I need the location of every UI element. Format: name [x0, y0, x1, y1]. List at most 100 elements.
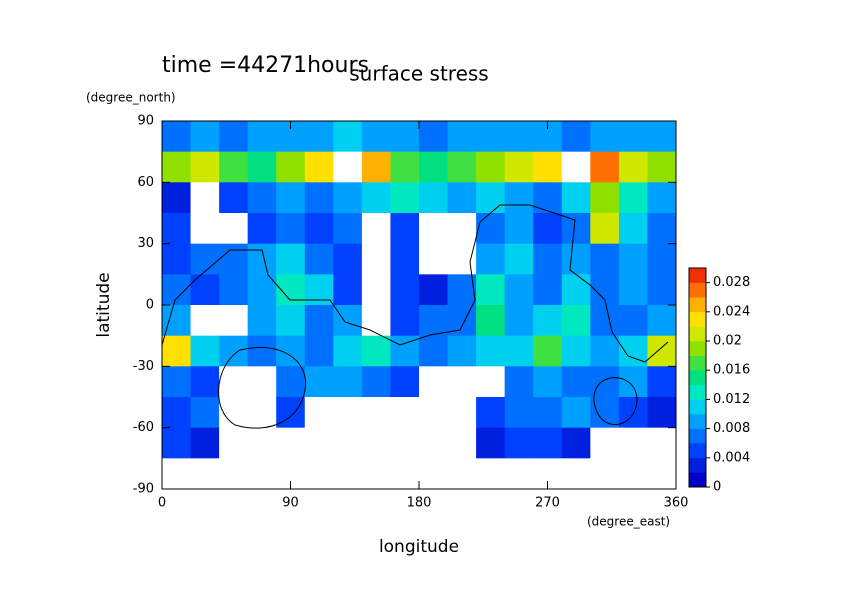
- field-cell: [476, 305, 506, 337]
- x-axis-title: longitude: [379, 537, 459, 557]
- field-cell: [419, 366, 449, 398]
- field-cell: [618, 182, 648, 214]
- field-cell: [219, 366, 249, 398]
- field-cell: [162, 213, 192, 245]
- field-cell: [647, 182, 677, 214]
- colorbar-tick-label: 0.012: [713, 392, 750, 407]
- field-cell: [561, 458, 591, 490]
- field-cell: [590, 305, 620, 337]
- field-cell: [590, 151, 620, 183]
- field-cell: [190, 243, 220, 275]
- field-cell: [447, 274, 477, 306]
- field-cell: [533, 366, 563, 398]
- field-cell: [590, 335, 620, 367]
- colorbar-tick-label: 0.004: [713, 450, 750, 465]
- field-cell: [361, 213, 391, 245]
- field-cell: [447, 213, 477, 245]
- field-cell: [247, 151, 277, 183]
- field-cell: [162, 397, 192, 429]
- colorbar-band: [689, 282, 706, 298]
- field-cell: [590, 121, 620, 153]
- field-cell: [219, 427, 249, 459]
- field-cell: [333, 213, 363, 245]
- field-cell: [419, 427, 449, 459]
- field-cell: [276, 151, 306, 183]
- field-cell: [390, 366, 420, 398]
- field-cell: [476, 335, 506, 367]
- field-cell: [504, 427, 534, 459]
- field-cell: [390, 182, 420, 214]
- field-cell: [390, 305, 420, 337]
- field-cell: [304, 243, 334, 275]
- field-cell: [447, 427, 477, 459]
- field-cell: [333, 335, 363, 367]
- field-cell: [190, 458, 220, 490]
- field-cell: [333, 243, 363, 275]
- field-cell: [476, 182, 506, 214]
- field-cell: [476, 213, 506, 245]
- field-cell: [333, 182, 363, 214]
- field-cell: [361, 397, 391, 429]
- field-cell: [533, 213, 563, 245]
- field-cell: [390, 213, 420, 245]
- colorbar-band: [689, 326, 706, 342]
- field-cell: [447, 458, 477, 490]
- field-cell: [361, 151, 391, 183]
- colorbar-band: [689, 341, 706, 356]
- field-cell: [390, 151, 420, 183]
- field-cell: [190, 366, 220, 398]
- field-cell: [590, 182, 620, 214]
- x-unit: (degree_east): [587, 515, 670, 529]
- field-cell: [476, 397, 506, 429]
- field-cell: [247, 335, 277, 367]
- field-cell: [190, 182, 220, 214]
- field-cell: [361, 335, 391, 367]
- annotation: time =44271hours: [162, 53, 369, 78]
- field-cell: [361, 305, 391, 337]
- y-tick-label: 30: [137, 236, 154, 251]
- field-cell: [247, 213, 277, 245]
- field-cell: [247, 397, 277, 429]
- field-cell: [504, 243, 534, 275]
- field-cell: [333, 366, 363, 398]
- field-cell: [190, 335, 220, 367]
- field-cell: [447, 121, 477, 153]
- field-cell: [276, 427, 306, 459]
- field-cell: [247, 366, 277, 398]
- field-cell: [647, 274, 677, 306]
- field-cell: [504, 151, 534, 183]
- colorbar-band: [689, 297, 706, 313]
- field-cell: [162, 121, 192, 153]
- x-tick-label: 270: [535, 496, 560, 511]
- field-cell: [333, 458, 363, 490]
- field-cell: [504, 335, 534, 367]
- field-cell: [219, 305, 249, 337]
- field-cell: [276, 366, 306, 398]
- field-cell: [504, 274, 534, 306]
- field-cell: [504, 121, 534, 153]
- colorbar-frame: [688, 267, 707, 488]
- field-cell: [276, 182, 306, 214]
- field-cell: [190, 397, 220, 429]
- field-cell: [590, 243, 620, 275]
- field-cell: [304, 213, 334, 245]
- field-cell: [618, 213, 648, 245]
- field-cell: [647, 397, 677, 429]
- field-cell: [447, 366, 477, 398]
- field-cell: [333, 305, 363, 337]
- field-cell: [647, 121, 677, 153]
- chart-title: surface stress: [349, 62, 488, 86]
- field-cell: [190, 121, 220, 153]
- field-cell: [162, 182, 192, 214]
- field-cell: [618, 335, 648, 367]
- field-cell: [390, 243, 420, 275]
- field-cell: [247, 305, 277, 337]
- field-cell: [361, 458, 391, 490]
- field-cell: [419, 121, 449, 153]
- y-tick-label: -30: [133, 359, 154, 374]
- coastline: [593, 377, 638, 425]
- field-cell: [618, 427, 648, 459]
- field-cell: [276, 243, 306, 275]
- field-cell: [618, 274, 648, 306]
